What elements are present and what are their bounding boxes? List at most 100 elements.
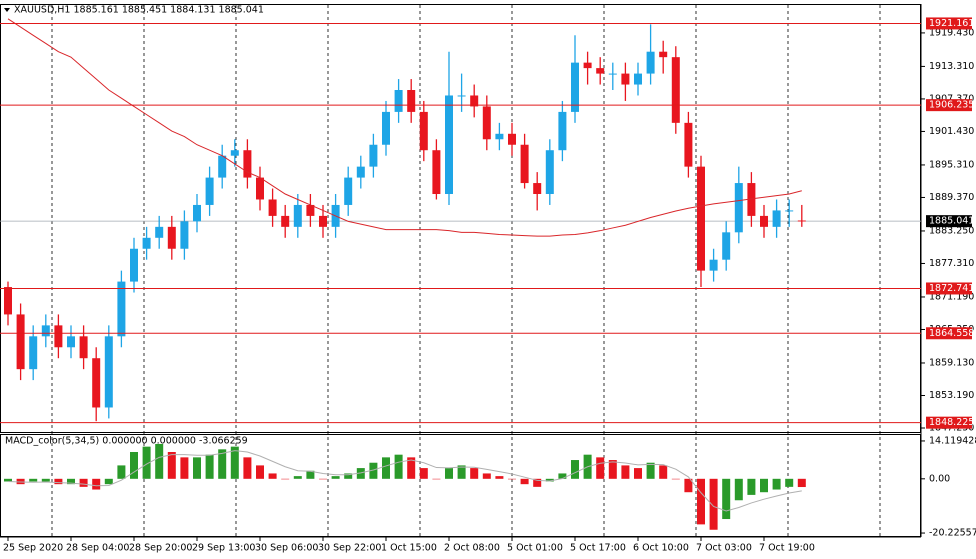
- price-label: 1885.041: [929, 216, 974, 227]
- macd-bar: [256, 465, 264, 479]
- candle-body: [130, 248, 138, 282]
- macd-bar: [520, 478, 529, 485]
- candle-body: [117, 281, 126, 337]
- macd-bar: [155, 443, 164, 479]
- macd-bar: [558, 473, 567, 479]
- candle-body: [155, 226, 164, 238]
- y-tick-label: 1883.250: [929, 225, 974, 236]
- macd-bar: [722, 478, 731, 520]
- x-tick-label: 6 Oct 10:00: [633, 543, 689, 554]
- candle-body: [634, 73, 642, 85]
- macd-bar: [205, 454, 214, 479]
- macd-bar: [495, 476, 504, 479]
- candle-body: [797, 220, 806, 222]
- plot: 1919.430 1913.310 1907.370 1901.430 1895.310…: [0, 4, 976, 554]
- level-label: 1864.558: [929, 328, 974, 339]
- candle-body: [722, 232, 731, 260]
- candle-body: [608, 73, 617, 75]
- candle-body: [382, 111, 390, 145]
- macd-bar: [243, 457, 252, 479]
- x-tick-label: 1 Oct 15:00: [381, 543, 437, 554]
- y-tick-label: 1913.310: [929, 61, 974, 72]
- y-tick-label: 1853.190: [929, 390, 974, 401]
- candle-body: [772, 210, 781, 227]
- macd-bar: [596, 457, 605, 479]
- menu-arrow[interactable]: [4, 8, 10, 12]
- macd-bar: [331, 476, 340, 479]
- candle-body: [104, 336, 113, 408]
- candle-body: [230, 150, 239, 156]
- macd-bar: [4, 478, 12, 482]
- candle-body: [558, 111, 567, 151]
- candle-body: [646, 51, 655, 74]
- candle-body: [29, 336, 38, 370]
- macd-bar: [709, 478, 718, 530]
- macd-bar: [344, 473, 353, 479]
- y-tick-label: 1859.130: [929, 357, 974, 368]
- macd-bar: [621, 465, 630, 479]
- candle-body: [760, 215, 768, 227]
- macd-bar: [382, 457, 390, 479]
- candle-body: [697, 166, 705, 271]
- candle-body: [583, 62, 592, 69]
- candle-body: [394, 90, 403, 112]
- x-tick-label: 29 Sep 13:00: [192, 543, 255, 554]
- y-tick-label: 1871.190: [929, 291, 974, 302]
- level-label-box: [926, 327, 972, 340]
- candle-body: [659, 51, 668, 58]
- candle-body: [16, 314, 25, 370]
- macd-bar: [734, 478, 743, 501]
- macd-bar: [29, 478, 38, 482]
- candle-body: [621, 73, 630, 85]
- macd-signal: [7, 450, 802, 512]
- candle-body: [445, 95, 453, 195]
- macd-bar: [432, 478, 441, 480]
- candle-body: [268, 199, 277, 216]
- x-tick-label: 5 Oct 17:00: [570, 543, 626, 554]
- macd-bar: [457, 465, 466, 479]
- candle-body: [54, 325, 63, 348]
- candle-body: [596, 68, 605, 74]
- macd-y-tick-label: 14.119428: [929, 435, 976, 446]
- candle-body: [684, 122, 693, 167]
- y-tick-label: 1907.370: [929, 93, 974, 104]
- candle-body: [319, 215, 327, 227]
- candle-body: [734, 183, 743, 233]
- macd-bar: [306, 470, 315, 479]
- candle-body: [533, 183, 542, 195]
- macd-bar: [218, 449, 227, 479]
- macd-bar: [797, 478, 806, 488]
- macd-bar: [167, 451, 176, 479]
- macd-bar: [268, 473, 277, 479]
- candle-body: [356, 166, 365, 178]
- candle-body: [671, 57, 680, 123]
- candle-body: [785, 210, 794, 212]
- y-tick-label: 1895.310: [929, 159, 974, 170]
- y-tick-label: 1919.430: [929, 27, 974, 38]
- x-tick-label: 7 Oct 19:00: [759, 543, 815, 554]
- x-tick-label: 28 Sep 20:00: [129, 543, 192, 554]
- macd-y-tick-label: -20.225571: [929, 528, 976, 539]
- macd-bar: [193, 457, 201, 479]
- macd-bar: [16, 478, 25, 485]
- x-tick-label: 30 Sep 06:00: [255, 543, 318, 554]
- candle-body: [205, 177, 214, 205]
- macd-bar: [571, 460, 579, 479]
- macd-bar: [41, 478, 50, 482]
- candle-body: [747, 183, 756, 216]
- macd-bar: [356, 468, 365, 479]
- macd-bar: [772, 478, 781, 490]
- candle-body: [457, 95, 466, 97]
- chart-title: XAUUSD,H1 1885.161 1885.451 1884.131 188…: [14, 5, 264, 16]
- price-label-box: [926, 215, 972, 228]
- x-tick-label: 30 Sep 22:00: [318, 543, 381, 554]
- candle-body: [293, 204, 302, 227]
- candle-body: [79, 336, 88, 359]
- y-tick-label: 1901.430: [929, 126, 974, 137]
- candle-body: [709, 259, 718, 271]
- level-label: 1872.741: [929, 283, 974, 294]
- moving-average: [7, 18, 802, 237]
- y-tick-label: 1877.310: [929, 258, 974, 269]
- candle-body: [407, 90, 416, 112]
